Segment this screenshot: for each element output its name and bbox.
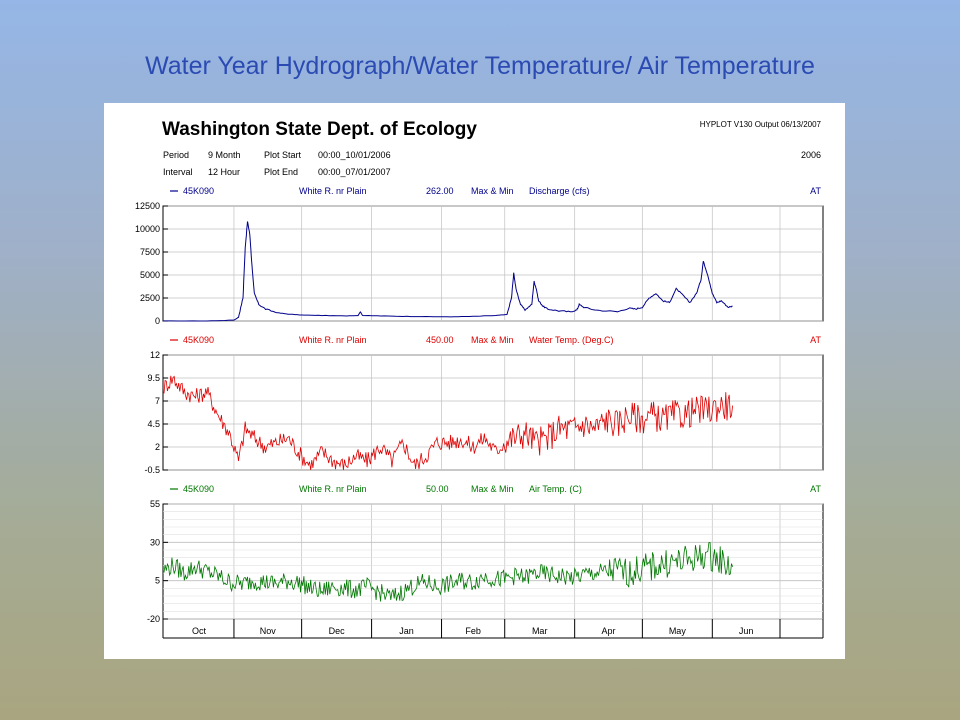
period-value: 9 Month bbox=[208, 150, 241, 160]
legend-flag: AT bbox=[810, 186, 821, 196]
series-line-discharge bbox=[164, 221, 733, 322]
interval-value: 12 Hour bbox=[208, 167, 240, 177]
month-label: May bbox=[669, 626, 687, 636]
y-tick-label: -20 bbox=[147, 614, 160, 624]
month-label: Jun bbox=[739, 626, 754, 636]
y-tick-label: 12500 bbox=[135, 201, 160, 211]
legend-stat-value: 50.00 bbox=[426, 484, 449, 494]
month-label: Mar bbox=[532, 626, 548, 636]
y-tick-label: 10000 bbox=[135, 224, 160, 234]
y-tick-label: 2500 bbox=[140, 293, 160, 303]
panel-air_temp: 45K090 White R. nr Plain 50.00 Max & Min Air… bbox=[147, 484, 824, 639]
program-label: HYPLOT V130 Output 06/13/2007 bbox=[700, 120, 822, 129]
y-tick-label: 7 bbox=[155, 396, 160, 406]
panel-water_temp: 45K090 White R. nr Plain 450.00 Max & Min Wa… bbox=[144, 335, 824, 475]
month-label: Jan bbox=[399, 626, 414, 636]
y-tick-label: 12 bbox=[150, 350, 160, 360]
legend-station: 45K090 bbox=[183, 186, 214, 196]
series-line-water_temp bbox=[163, 375, 733, 471]
legend-site: White R. nr Plain bbox=[299, 484, 367, 494]
plot-start-value: 00:00_10/01/2006 bbox=[318, 150, 391, 160]
legend-station: 45K090 bbox=[183, 335, 214, 345]
plot-end-label: Plot End bbox=[264, 167, 298, 177]
slide-title: Water Year Hydrograph/Water Temperature/… bbox=[145, 52, 815, 80]
legend-stat-value: 450.00 bbox=[426, 335, 454, 345]
y-tick-label: 2 bbox=[155, 442, 160, 452]
y-tick-label: 30 bbox=[150, 537, 160, 547]
legend-parameter: Discharge (cfs) bbox=[529, 186, 590, 196]
period-label: Period bbox=[163, 150, 189, 160]
panel-discharge: 45K090 White R. nr Plain 262.00 Max & Min Di… bbox=[135, 186, 824, 326]
plot-start-label: Plot Start bbox=[264, 150, 302, 160]
month-label: Oct bbox=[192, 626, 207, 636]
legend-stat-label: Max & Min bbox=[471, 186, 514, 196]
month-label: Feb bbox=[465, 626, 481, 636]
legend-stat-label: Max & Min bbox=[471, 335, 514, 345]
legend-station: 45K090 bbox=[183, 484, 214, 494]
legend-flag: AT bbox=[810, 484, 821, 494]
y-tick-label: 55 bbox=[150, 499, 160, 509]
legend-site: White R. nr Plain bbox=[299, 186, 367, 196]
month-label: Nov bbox=[260, 626, 277, 636]
y-tick-label: 9.5 bbox=[147, 373, 160, 383]
y-tick-label: -0.5 bbox=[144, 465, 160, 475]
y-tick-label: 4.5 bbox=[147, 419, 160, 429]
y-tick-label: 5 bbox=[155, 576, 160, 586]
plot-end-value: 00:00_07/01/2007 bbox=[318, 167, 391, 177]
plot-panel: Washington State Dept. of Ecology HYPLOT… bbox=[104, 103, 845, 659]
legend-stat-label: Max & Min bbox=[471, 484, 514, 494]
legend-parameter: Water Temp. (Deg.C) bbox=[529, 335, 614, 345]
interval-label: Interval bbox=[163, 167, 193, 177]
y-tick-label: 0 bbox=[155, 316, 160, 326]
legend-parameter: Air Temp. (C) bbox=[529, 484, 582, 494]
y-tick-label: 5000 bbox=[140, 270, 160, 280]
y-tick-label: 7500 bbox=[140, 247, 160, 257]
month-label: Dec bbox=[329, 626, 346, 636]
series-line-air_temp bbox=[163, 542, 733, 602]
hyplot-chart: Washington State Dept. of Ecology HYPLOT… bbox=[135, 119, 824, 639]
year-label: 2006 bbox=[801, 150, 821, 160]
plot-frame bbox=[162, 354, 824, 471]
agency-title: Washington State Dept. of Ecology bbox=[162, 119, 477, 140]
month-label: Apr bbox=[602, 626, 616, 636]
legend-flag: AT bbox=[810, 335, 821, 345]
legend-site: White R. nr Plain bbox=[299, 335, 367, 345]
legend-stat-value: 262.00 bbox=[426, 186, 454, 196]
